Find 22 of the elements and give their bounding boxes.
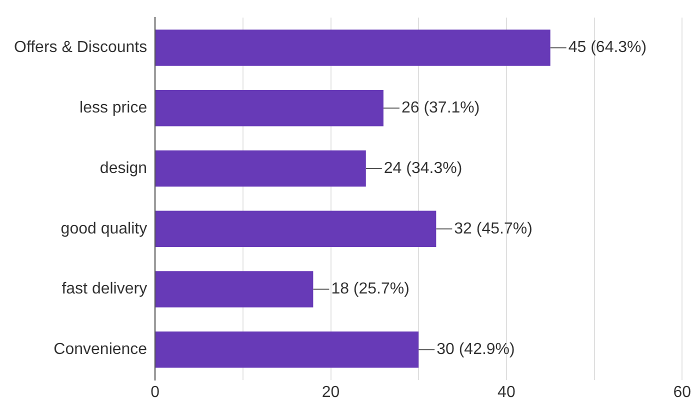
y-tick-label: design — [100, 160, 148, 177]
x-tick-label: 20 — [322, 384, 340, 401]
data-label: 24 (34.3%) — [384, 160, 462, 177]
data-label: 32 (45.7%) — [454, 220, 532, 238]
data-label: 30 (42.9%) — [436, 341, 515, 358]
bar — [156, 30, 550, 66]
data-label: 18 (25.7%) — [331, 280, 410, 298]
bar — [156, 271, 314, 308]
bar — [156, 210, 436, 247]
data-label: 26 (37.1%) — [401, 100, 480, 117]
y-tick-label: fast delivery — [62, 280, 148, 298]
x-tick-label: 40 — [498, 384, 516, 401]
y-tick-label: Offers & Discounts — [14, 39, 148, 56]
y-tick-label: less price — [80, 100, 148, 117]
bar — [156, 90, 384, 126]
bar — [156, 150, 366, 187]
y-tick-label: good quality — [60, 220, 148, 238]
y-tick-label: Convenience — [54, 341, 148, 358]
data-label: 45 (64.3%) — [568, 39, 647, 56]
bar — [156, 332, 419, 368]
x-tick-label: 60 — [673, 384, 692, 401]
x-tick-label: 0 — [150, 384, 160, 401]
